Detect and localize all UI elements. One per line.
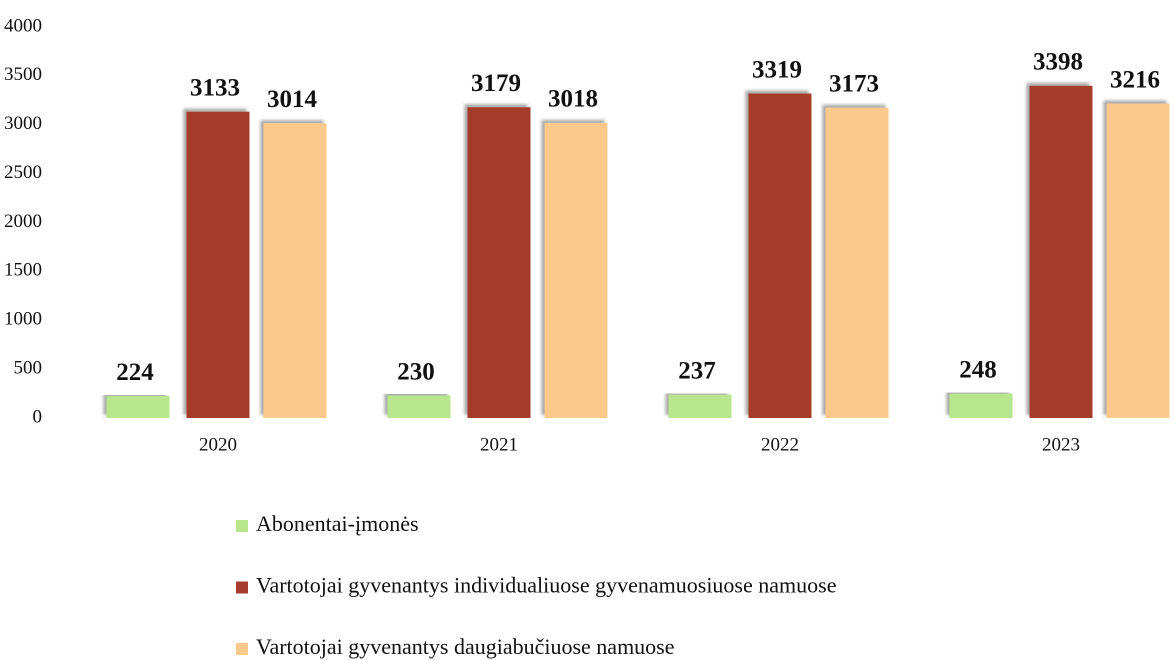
y-tick-label: 3000 bbox=[4, 113, 42, 134]
bar bbox=[1106, 103, 1170, 419]
y-tick-label: 500 bbox=[14, 357, 43, 378]
data-label: 3133 bbox=[190, 74, 240, 101]
data-label: 248 bbox=[959, 356, 997, 383]
data-label: 3398 bbox=[1033, 49, 1083, 76]
bar bbox=[825, 107, 889, 419]
data-label: 230 bbox=[397, 358, 435, 385]
y-tick-label: 2500 bbox=[4, 162, 42, 183]
bar bbox=[106, 396, 170, 418]
legend-swatch bbox=[236, 520, 248, 532]
bar bbox=[467, 107, 531, 418]
legend-swatch bbox=[236, 643, 248, 655]
data-label: 3173 bbox=[829, 71, 879, 98]
data-label: 224 bbox=[116, 359, 154, 386]
bar bbox=[387, 395, 451, 418]
y-tick-label: 0 bbox=[33, 406, 43, 427]
bar bbox=[186, 111, 250, 418]
x-tick-label: 2021 bbox=[480, 434, 518, 455]
legend-label: Abonentai-įmonės bbox=[256, 511, 419, 536]
bar bbox=[748, 93, 812, 418]
x-tick-label: 2022 bbox=[761, 434, 799, 455]
legend-label: Vartotojai gyvenantys individualiuose gy… bbox=[256, 573, 836, 598]
legend-label: Vartotojai gyvenantys daugiabučiuose nam… bbox=[256, 634, 675, 659]
y-tick-label: 4000 bbox=[4, 15, 42, 36]
y-tick-label: 2000 bbox=[4, 211, 42, 232]
bar bbox=[1029, 85, 1093, 419]
data-label: 3014 bbox=[267, 86, 318, 113]
x-tick-label: 2020 bbox=[199, 434, 237, 455]
bar bbox=[544, 122, 608, 418]
bar bbox=[668, 394, 732, 418]
data-label: 237 bbox=[678, 358, 716, 385]
data-label: 3216 bbox=[1110, 66, 1160, 93]
data-label: 3018 bbox=[548, 86, 598, 113]
x-tick-label: 2023 bbox=[1042, 434, 1080, 455]
y-tick-label: 3500 bbox=[4, 64, 42, 85]
legend-swatch bbox=[236, 581, 248, 594]
bar bbox=[263, 123, 327, 418]
y-tick-label: 1500 bbox=[4, 260, 42, 281]
data-label: 3179 bbox=[471, 70, 521, 97]
data-label: 3319 bbox=[752, 56, 802, 83]
bar bbox=[949, 393, 1013, 418]
y-tick-label: 1000 bbox=[4, 309, 42, 330]
